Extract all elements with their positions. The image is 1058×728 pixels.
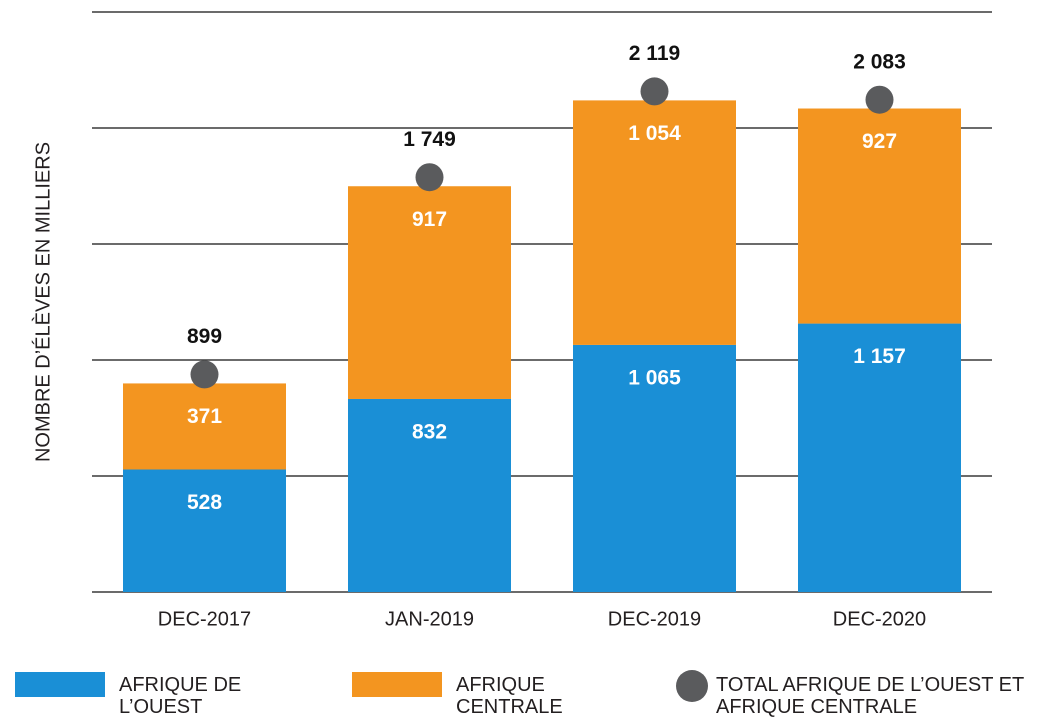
segment-label: 528 [187,491,222,514]
segment-label: 927 [862,130,897,153]
total-label: 2 119 [629,42,680,65]
segment-label: 832 [412,421,447,444]
legend-label: AFRIQUE DE L’OUEST [119,674,242,718]
segment-label: 1 065 [628,366,681,389]
bar-segment [798,323,961,592]
total-label: 899 [187,325,222,348]
bar-segment [573,100,736,345]
segment-label: 1 157 [853,345,906,368]
legend-label: TOTAL AFRIQUE DE L’OUEST ET AFRIQUE CENT… [716,674,1024,718]
bar-segment [123,469,286,592]
legend-dot [676,670,708,702]
bar-segment [123,383,286,470]
total-label: 2 083 [853,50,906,73]
bar-segment [573,344,736,592]
segment-label: 371 [187,405,222,428]
bar-segment [798,108,961,324]
x-tick-label: JAN-2019 [385,608,474,630]
legend-swatch [15,672,105,697]
legend-swatch [352,672,442,697]
x-tick-label: DEC-2019 [608,608,701,630]
total-dot [190,360,219,389]
x-tick-label: DEC-2017 [158,608,251,630]
bar-segment [348,398,511,592]
total-dot [640,77,669,106]
x-tick-label: DEC-2020 [833,608,926,630]
total-dot [865,85,894,114]
y-axis-label: NOMBRE D’ÉLÈVES EN MILLIERS [31,142,54,462]
bar-segment [348,186,511,399]
total-dot [415,163,444,192]
total-label: 1 749 [403,128,456,151]
segment-label: 1 054 [628,122,681,145]
segment-label: 917 [412,208,447,231]
legend-label: AFRIQUE CENTRALE [456,674,563,718]
